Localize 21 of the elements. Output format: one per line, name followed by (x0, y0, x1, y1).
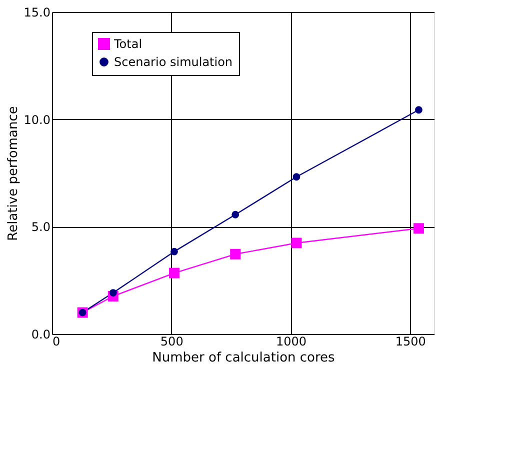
point (292, 173, 300, 181)
point (168, 268, 180, 278)
legend-label: Total (113, 37, 142, 51)
legend-label: Scenario simulation (114, 55, 233, 69)
y-tick-label: 15.0 (24, 6, 50, 20)
point (109, 289, 117, 296)
x-axis-title: Number of calculation cores (152, 350, 336, 366)
y-axis-title: Relative perfomance (6, 106, 21, 241)
y-tick-label: 0.0 (31, 328, 50, 342)
point (415, 106, 422, 114)
point (230, 248, 241, 260)
point (170, 248, 178, 256)
point (413, 223, 424, 234)
y-tick-label: 10.0 (24, 112, 50, 127)
x-tick-label: 1000 (276, 334, 307, 348)
y-tick-label: 5.0 (31, 220, 50, 234)
point (232, 210, 240, 218)
x-tick-label: 500 (160, 334, 184, 348)
point (291, 238, 302, 248)
x-tick-label: 1500 (395, 334, 426, 348)
x-tick-label: 0 (52, 334, 60, 348)
